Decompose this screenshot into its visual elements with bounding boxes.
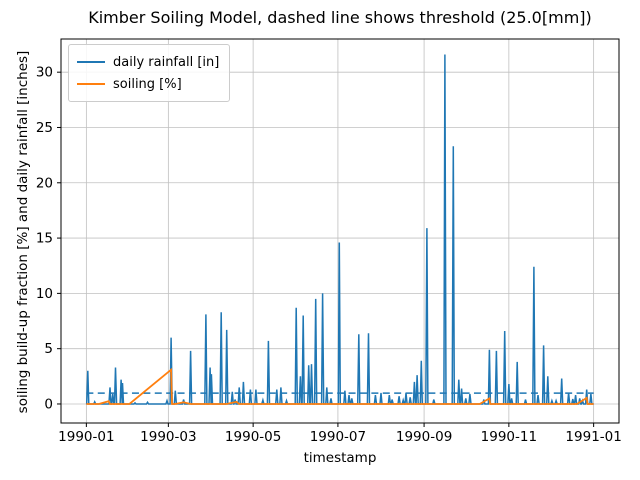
x-axis-label: timestamp: [303, 450, 377, 466]
rainfall-series-line: [85, 54, 594, 405]
x-tick-label: 1991-01: [565, 429, 621, 445]
x-tick-label: 1990-05: [225, 429, 281, 445]
y-tick-label: 5: [44, 341, 53, 357]
legend-item-rainfall: daily rainfall [in]: [77, 51, 219, 73]
soiling-line-swatch: [77, 83, 105, 85]
x-tick-label: 1990-09: [396, 429, 452, 445]
x-tick-label: 1990-07: [310, 429, 366, 445]
legend-label-rainfall: daily rainfall [in]: [113, 54, 220, 70]
x-tick-label: 1990-01: [58, 429, 114, 445]
chart-title: Kimber Soiling Model, dashed line shows …: [88, 8, 592, 27]
legend-label-soiling: soiling [%]: [113, 76, 182, 92]
y-tick-label: 15: [36, 231, 53, 247]
x-tick-label: 1990-11: [481, 429, 537, 445]
axes-spines: [60, 38, 620, 424]
soiling-series-line: [86, 367, 594, 405]
legend-item-soiling: soiling [%]: [77, 73, 219, 95]
y-tick-label: 20: [36, 175, 53, 191]
x-tick-label: 1990-03: [140, 429, 196, 445]
rainfall-line-swatch: [77, 61, 105, 63]
y-tick-label: 10: [36, 286, 53, 302]
legend: daily rainfall [in] soiling [%]: [68, 44, 231, 102]
y-tick-label: 30: [36, 65, 53, 81]
y-tick-label: 25: [36, 120, 53, 136]
y-axis-label: soiling build-up fraction [%] and daily …: [15, 50, 31, 414]
y-tick-label: 0: [44, 396, 53, 412]
